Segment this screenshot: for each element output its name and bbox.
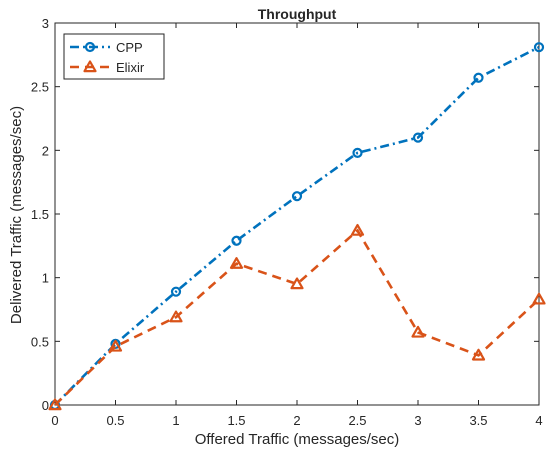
y-tick-label: 0.5 xyxy=(31,334,49,349)
elixir-point xyxy=(169,310,183,323)
y-tick-label: 1 xyxy=(42,271,49,286)
elixir-point xyxy=(471,348,486,361)
y-tick-label: 0 xyxy=(42,398,49,413)
x-axis-label: Offered Traffic (messages/sec) xyxy=(195,431,400,448)
x-tick-label: 2 xyxy=(293,413,300,428)
cpp-point xyxy=(533,42,545,53)
x-tick-label: 3 xyxy=(414,413,421,428)
elixir-point xyxy=(411,325,425,338)
cpp-point xyxy=(352,147,363,158)
legend-item-cpp: CPP xyxy=(70,40,143,55)
y-tick-label: 2.5 xyxy=(31,80,49,95)
x-tick-label: 0 xyxy=(51,413,58,428)
cpp-point xyxy=(170,286,182,297)
legend-label: CPP xyxy=(116,40,143,55)
x-tick-label: 1 xyxy=(172,413,179,428)
cpp-line xyxy=(54,46,540,406)
elixir-point xyxy=(350,223,365,236)
chart-title: Throughput xyxy=(258,6,337,22)
y-tick-label: 1.5 xyxy=(31,207,49,222)
y-tick-label: 3 xyxy=(42,16,49,31)
elixir-point xyxy=(532,292,546,305)
y-tick-label: 2 xyxy=(42,143,49,158)
cpp-point xyxy=(412,132,424,143)
elixir-point xyxy=(290,277,304,290)
legend: CPP Elixir xyxy=(63,33,165,80)
x-tick-label: 3.5 xyxy=(469,413,487,428)
legend-swatch-marker xyxy=(84,41,96,53)
elixir-point xyxy=(229,257,244,269)
series-layer xyxy=(48,42,546,411)
elixir-point xyxy=(48,398,62,411)
plot-area: 0 0.5 1 1.5 2 2.5 3 3.5 4 0 0.5 1 1.5 2 2.5 3 xyxy=(31,16,543,428)
axes-box xyxy=(54,22,540,406)
elixir-line xyxy=(54,228,540,406)
cpp-point xyxy=(473,72,484,83)
x-tick-label: 2.5 xyxy=(348,413,366,428)
series-cpp xyxy=(49,42,545,411)
series-elixir xyxy=(48,223,546,411)
cpp-point xyxy=(231,235,242,246)
y-axis-label: Delivered Traffic (messages/sec) xyxy=(8,106,25,324)
x-tick-label: 0.5 xyxy=(106,413,124,428)
elixir-point xyxy=(108,339,123,352)
x-tick-label: 1.5 xyxy=(227,413,245,428)
legend-swatch-marker xyxy=(83,60,97,73)
legend-label: Elixir xyxy=(116,60,145,75)
x-tick-label: 4 xyxy=(535,413,542,428)
legend-item-elixir: Elixir xyxy=(70,60,145,75)
legend-box xyxy=(63,33,165,80)
cpp-point xyxy=(291,191,303,202)
